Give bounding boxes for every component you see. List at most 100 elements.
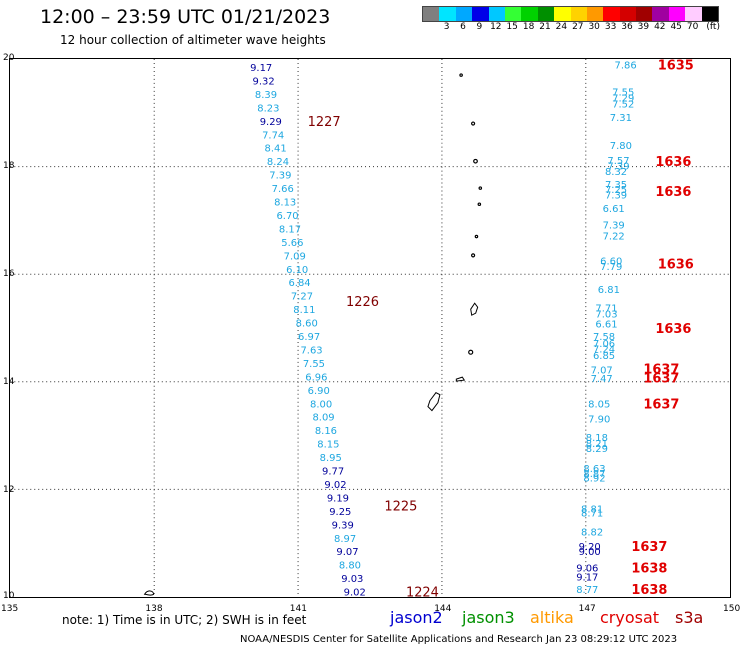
island: [473, 158, 478, 164]
wave-height-value: 7.07: [591, 365, 613, 376]
wave-height-value: 8.92: [583, 474, 605, 485]
wave-height-value: 8.21: [586, 439, 608, 450]
wave-height-value: 7.79: [600, 262, 622, 273]
legend-swatch: [685, 7, 702, 21]
wave-height-map: 9.17 9.32 8.39 8.23 9.29 7.74 8.41 8.24 7.39 7.66…: [9, 58, 731, 598]
note-text: note: 1) Time is in UTC; 2) SWH is in fe…: [62, 613, 307, 627]
wave-height-value: 7.52: [612, 100, 634, 111]
wave-height-value: 7.03: [595, 309, 617, 320]
legend-label: 45: [670, 22, 682, 32]
wave-height-value: 8.77: [576, 585, 598, 596]
legend-label: 42: [654, 22, 666, 32]
wave-height-value: 6.84: [288, 278, 310, 289]
legend-label: 21: [539, 22, 551, 32]
wave-height-value: 7.06: [593, 339, 615, 350]
wave-height-value: 6.81: [598, 285, 620, 296]
legend-unit: (ft): [706, 22, 720, 32]
satellite-cryosat: cryosat: [600, 608, 660, 627]
wave-height-value: 6.96: [305, 372, 327, 383]
legend-label: 6: [460, 22, 466, 32]
legend-swatch: [537, 7, 555, 21]
pass-time-label: 1638: [631, 561, 667, 576]
legend-swatch: [488, 7, 505, 21]
pass-time-label: 1637: [643, 371, 679, 386]
legend-label: 27: [572, 22, 584, 32]
wave-height-value: 6.60: [600, 257, 622, 268]
pass-time-label: 1224: [406, 586, 439, 598]
wave-height-value: 5.66: [281, 238, 303, 249]
satellite-jason2: jason2: [390, 608, 443, 627]
pass-time-label: 1636: [655, 185, 691, 200]
pass-time-label: 1227: [308, 115, 341, 130]
legend-label: 30: [588, 22, 600, 32]
wave-height-value: 8.13: [274, 198, 296, 209]
island: [478, 186, 483, 190]
legend-swatch: [423, 7, 440, 21]
wave-height-value: 6.61: [603, 204, 625, 215]
legend-swatch: [586, 7, 604, 21]
legend-swatch: [554, 7, 571, 21]
wave-height-value: 6.61: [595, 320, 617, 331]
wave-height-value: 7.74: [262, 130, 284, 141]
wave-height-value: 7.39: [269, 171, 291, 182]
satellite-s3a: s3a: [675, 608, 704, 627]
wave-height-value: 9.19: [327, 493, 349, 504]
wave-height-value: 7.90: [588, 414, 610, 425]
map-title: 12:00 – 23:59 UTC 01/21/2023: [40, 6, 331, 28]
pass-time-label: 1637: [643, 362, 679, 377]
legend-swatch: [504, 7, 522, 21]
wave-height-value: 8.32: [605, 167, 627, 178]
wave-height-value: 8.87: [583, 469, 605, 480]
wave-height-value: 7.47: [591, 374, 613, 385]
wave-height-value: 8.11: [293, 305, 315, 316]
pass-time-label: 1226: [346, 295, 379, 310]
wave-height-value: 9.77: [322, 467, 344, 478]
satellite-altika: altika: [530, 608, 574, 627]
legend-swatch: [472, 7, 489, 21]
wave-height-value: 9.39: [332, 520, 354, 531]
pass-time-label: 1636: [655, 155, 691, 170]
wave-height-value: 8.39: [255, 90, 277, 101]
wave-height-value: 7.09: [284, 251, 306, 262]
wave-height-value: 7.71: [595, 304, 617, 315]
island-rota: [455, 376, 466, 382]
wave-height-value: 8.60: [296, 319, 318, 330]
pass-time-label: 1637: [643, 397, 679, 412]
satellite-jason3: jason3: [462, 608, 515, 627]
legend-label: 9: [476, 22, 483, 32]
wave-height-value: 8.15: [317, 440, 339, 451]
wave-height-value: 9.00: [579, 547, 601, 558]
island: [474, 234, 479, 239]
legend-label: 18: [522, 22, 535, 32]
wave-height-value: 9.25: [329, 507, 351, 518]
wave-height-value: 8.29: [586, 444, 608, 455]
wave-height-value: 8.41: [264, 144, 286, 155]
wave-height-value: 8.17: [279, 224, 301, 235]
wave-height-value: 8.80: [339, 561, 361, 572]
wave-height-value: 6.90: [308, 386, 330, 397]
wave-height-value: 7.57: [607, 156, 629, 167]
legend-label: 33: [604, 22, 617, 32]
island-yap: [143, 590, 155, 596]
lon-tick-label: 147: [579, 604, 596, 614]
wave-height-value: 8.81: [581, 505, 603, 516]
pass-time-label: 1635: [658, 58, 694, 73]
wave-height-value: 8.09: [312, 413, 334, 424]
credit-text: NOAA/NESDIS Center for Satellite Applica…: [240, 634, 678, 645]
wave-height-value: 7.29: [612, 94, 634, 105]
island-saipan: [470, 302, 479, 316]
wave-height-value: 9.02: [324, 480, 346, 491]
wave-height-value: 8.18: [586, 433, 608, 444]
wave-height-value: 8.05: [588, 399, 610, 410]
wave-height-value: 8.00: [310, 399, 332, 410]
wave-height-value: 9.17: [576, 573, 598, 584]
legend-swatch: [619, 7, 637, 21]
color-legend: [422, 6, 720, 22]
island: [471, 253, 476, 258]
wave-height-value: 7.27: [291, 292, 313, 303]
wave-height-value: 7.39: [605, 191, 627, 202]
wave-height-value: 9.17: [250, 63, 272, 74]
wave-height-value: 6.70: [276, 211, 298, 222]
pass-time-label: 1638: [631, 583, 667, 598]
legend-swatch: [455, 7, 473, 21]
